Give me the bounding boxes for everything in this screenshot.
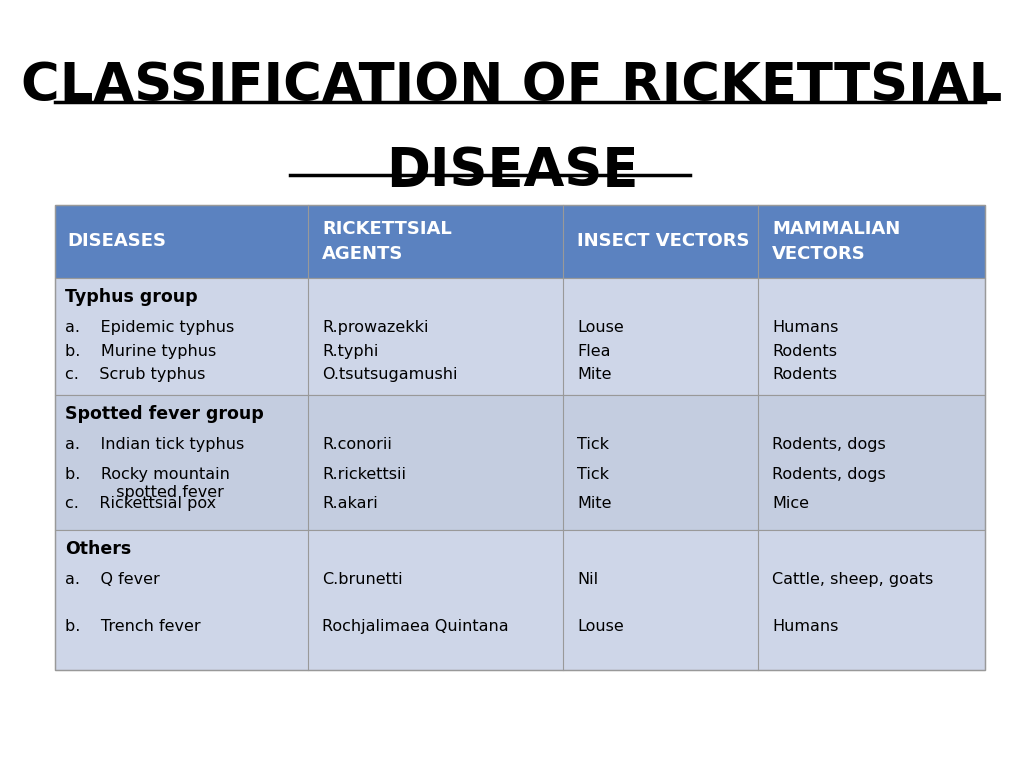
Text: Rodents: Rodents [772,343,837,359]
Text: c.    Scrub typhus: c. Scrub typhus [65,367,206,382]
Bar [55,205,985,670]
Text: Rodents, dogs: Rodents, dogs [772,467,886,482]
Text: Typhus group: Typhus group [65,288,198,306]
Text: DISEASE: DISEASE [386,145,638,197]
Text: b.    Rocky mountain
          spotted fever: b. Rocky mountain spotted fever [65,467,229,500]
Text: a.    Indian tick typhus: a. Indian tick typhus [65,437,245,452]
Text: C.brunetti: C.brunetti [322,572,402,587]
Text: R.prowazekki: R.prowazekki [322,320,428,335]
Text: Louse: Louse [577,320,624,335]
Text: Nil: Nil [577,572,598,587]
Text: Others: Others [65,540,131,558]
Text: MAMMALIAN
VECTORS: MAMMALIAN VECTORS [772,220,900,263]
Text: Spotted fever group: Spotted fever group [65,405,264,423]
Text: Rochjalimaea Quintana: Rochjalimaea Quintana [322,619,509,634]
Text: R.akari: R.akari [322,496,378,511]
Text: Rodents: Rodents [772,367,837,382]
Text: Cattle, sheep, goats: Cattle, sheep, goats [772,572,933,587]
Bar [55,395,985,530]
Text: Mice: Mice [772,496,809,511]
Text: Mite: Mite [577,496,611,511]
Bar [55,278,985,395]
Text: CLASSIFICATION OF RICKETTSIAL: CLASSIFICATION OF RICKETTSIAL [22,60,1002,112]
Text: b.    Murine typhus: b. Murine typhus [65,343,216,359]
Text: RICKETTSIAL
AGENTS: RICKETTSIAL AGENTS [322,220,452,263]
Text: Humans: Humans [772,320,839,335]
Text: INSECT VECTORS: INSECT VECTORS [577,233,750,250]
Text: Rodents, dogs: Rodents, dogs [772,437,886,452]
Text: Tick: Tick [577,467,609,482]
Text: Flea: Flea [577,343,610,359]
Text: Louse: Louse [577,619,624,634]
Text: c.    Rickettsial pox: c. Rickettsial pox [65,496,216,511]
Bar [55,530,985,670]
Text: O.tsutsugamushi: O.tsutsugamushi [322,367,458,382]
Text: Mite: Mite [577,367,611,382]
Text: a.    Epidemic typhus: a. Epidemic typhus [65,320,234,335]
Text: Humans: Humans [772,619,839,634]
Text: DISEASES: DISEASES [67,233,166,250]
Text: b.    Trench fever: b. Trench fever [65,619,201,634]
Text: R.conorii: R.conorii [322,437,392,452]
Text: a.    Q fever: a. Q fever [65,572,160,587]
Text: R.typhi: R.typhi [322,343,379,359]
Text: R.rickettsii: R.rickettsii [322,467,406,482]
Text: Tick: Tick [577,437,609,452]
Bar [55,205,985,278]
